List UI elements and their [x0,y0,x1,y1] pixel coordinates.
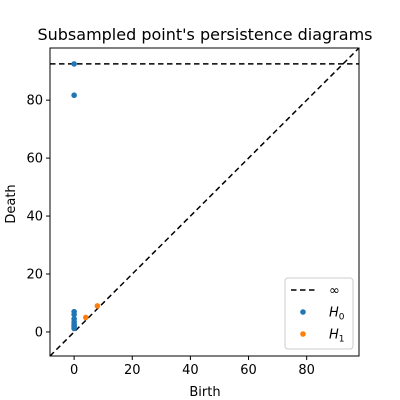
y-tick-label-20: 20 [26,268,43,283]
plot-frame [49,47,360,357]
legend-label-0: ∞ [329,284,340,299]
plot-area [50,48,359,356]
x-axis-label: Birth [189,385,220,400]
legend-swatch-h1 [300,331,306,337]
y-axis-label: Death [4,184,19,223]
point-h0-1 [71,92,77,99]
axes: 0 20 40 60 80 0 20 40 60 80 [26,47,360,378]
x-tick-label-80: 80 [298,363,315,378]
y-tick-label-60: 60 [26,152,43,167]
diagonal-line [50,48,359,356]
x-tick-label-40: 40 [182,363,199,378]
y-tick-label-0: 0 [35,325,43,340]
x-tick-label-0: 0 [70,363,78,378]
legend-label-1: H0 [329,306,345,323]
point-h0-0 [71,61,77,67]
legend-swatch-h0 [300,309,306,315]
plot-inner [50,48,359,356]
y-tick-label-80: 80 [26,94,43,109]
chart-title: Subsampled point's persistence diagrams [37,25,372,44]
legend-box [284,277,354,350]
x-tick-label-60: 60 [240,363,257,378]
y-tick-label-40: 40 [26,210,43,225]
point-h0-3 [71,311,77,318]
legend-label-2: H1 [329,328,345,345]
point-h1-0 [82,314,89,321]
point-h1-1 [94,303,101,309]
x-tick-label-20: 20 [124,363,141,378]
point-h0-9 [71,325,77,332]
legend: ∞ H0 H1 [284,277,354,350]
